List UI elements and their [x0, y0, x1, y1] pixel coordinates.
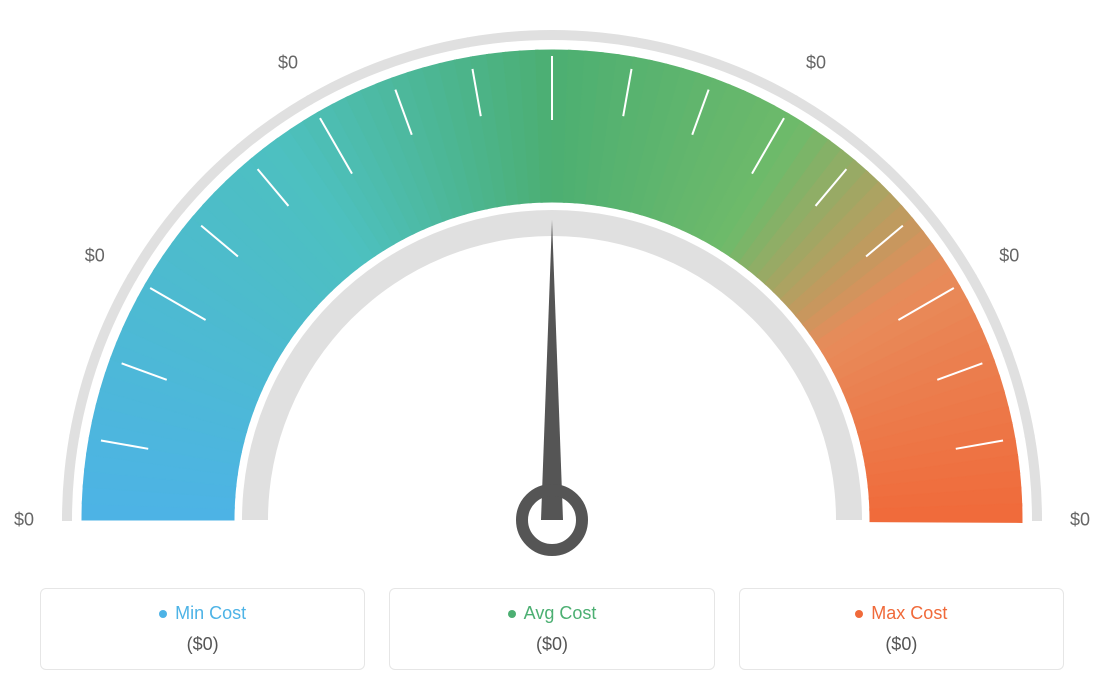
gauge-tick-label: $0	[806, 52, 826, 73]
gauge-area: $0$0$0$0$0$0$0	[27, 0, 1077, 560]
gauge-tick-label: $0	[999, 246, 1019, 267]
legend-dot-icon	[508, 610, 516, 618]
legend-card-max: Max Cost ($0)	[739, 588, 1064, 670]
gauge-svg	[27, 0, 1077, 560]
legend-dot-icon	[159, 610, 167, 618]
legend-dot-icon	[855, 610, 863, 618]
legend-value: ($0)	[400, 634, 703, 655]
legend-value: ($0)	[750, 634, 1053, 655]
legend-label: Avg Cost	[524, 603, 597, 624]
gauge-tick-label: $0	[1070, 510, 1090, 531]
cost-gauge-chart: $0$0$0$0$0$0$0 Min Cost($0)Avg Cost($0)M…	[0, 0, 1104, 690]
gauge-tick-label: $0	[14, 510, 34, 531]
legend-title-avg: Avg Cost	[508, 603, 597, 624]
legend-label: Min Cost	[175, 603, 246, 624]
legend-label: Max Cost	[871, 603, 947, 624]
legend-value: ($0)	[51, 634, 354, 655]
gauge-tick-label: $0	[542, 0, 562, 3]
legend-card-min: Min Cost ($0)	[40, 588, 365, 670]
legend-title-max: Max Cost	[855, 603, 947, 624]
gauge-needle	[541, 220, 563, 520]
legend-card-avg: Avg Cost ($0)	[389, 588, 714, 670]
gauge-tick-label: $0	[85, 246, 105, 267]
legend-title-min: Min Cost	[159, 603, 246, 624]
gauge-tick-label: $0	[278, 52, 298, 73]
legend-row: Min Cost ($0) Avg Cost ($0) Max Cost ($0)	[40, 588, 1064, 670]
